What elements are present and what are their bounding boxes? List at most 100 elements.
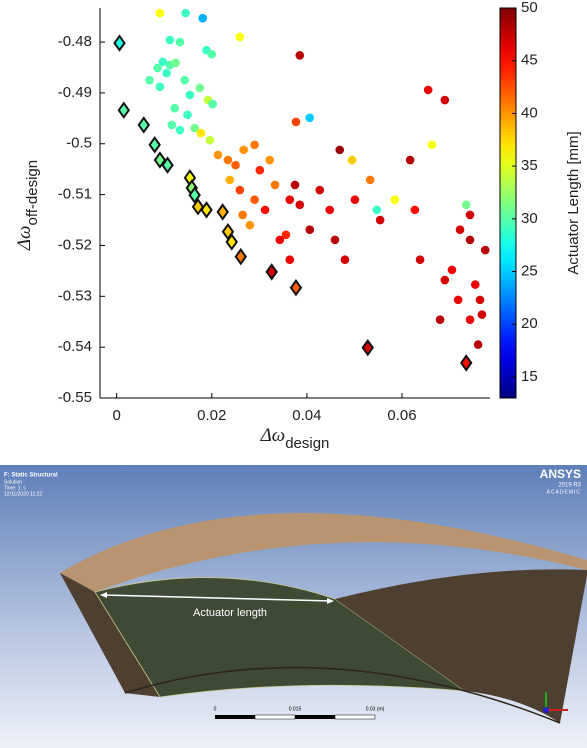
scale-label: 0.015 bbox=[289, 706, 302, 712]
colorbar-tick-label: 25 bbox=[521, 262, 538, 279]
design-point bbox=[224, 156, 233, 165]
design-point bbox=[145, 76, 154, 85]
ansys-screenshot: Actuator length F: Static Structural Sol… bbox=[0, 465, 587, 748]
x-tick-label: 0.02 bbox=[197, 407, 226, 424]
design-point bbox=[471, 280, 480, 289]
design-point bbox=[428, 140, 437, 149]
design-point bbox=[156, 9, 165, 18]
design-point bbox=[282, 230, 291, 239]
design-point bbox=[295, 200, 304, 209]
design-point bbox=[176, 38, 185, 47]
design-point bbox=[207, 50, 216, 59]
design-point bbox=[291, 181, 300, 190]
design-point bbox=[331, 236, 340, 245]
design-point bbox=[335, 146, 344, 155]
design-point bbox=[292, 118, 301, 127]
design-point bbox=[180, 76, 189, 85]
x-label-symbol: Δω bbox=[260, 425, 286, 446]
design-point bbox=[183, 110, 192, 119]
design-point bbox=[454, 296, 463, 305]
design-point bbox=[391, 195, 400, 204]
x-label-subscript: design bbox=[285, 435, 329, 452]
pareto-point bbox=[150, 138, 160, 152]
design-point bbox=[466, 315, 475, 324]
y-label-symbol: Δω bbox=[14, 226, 35, 252]
page: Δωdesign Δωoff-design Actuator Length [m… bbox=[0, 0, 587, 748]
colorbar-tick-label: 40 bbox=[521, 104, 538, 121]
chart: Δωdesign Δωoff-design Actuator Length [m… bbox=[0, 0, 587, 465]
header-line: F: Static Structural bbox=[4, 473, 58, 479]
design-point bbox=[466, 211, 475, 220]
colorbar-label: Actuator Length [mm] bbox=[565, 131, 582, 274]
pareto-point bbox=[236, 250, 246, 264]
x-tick-label: 0.04 bbox=[292, 407, 321, 424]
design-point bbox=[325, 206, 334, 215]
design-point bbox=[462, 200, 471, 209]
design-point bbox=[436, 315, 445, 324]
design-point bbox=[231, 161, 240, 170]
design-point bbox=[351, 195, 360, 204]
design-point bbox=[366, 176, 375, 185]
x-axis-label: Δωdesign bbox=[260, 425, 330, 452]
design-point bbox=[481, 246, 490, 255]
pareto-point bbox=[119, 103, 129, 117]
y-tick-label: -0.54 bbox=[58, 338, 92, 355]
colorbar bbox=[500, 8, 516, 398]
design-point bbox=[166, 36, 175, 45]
y-tick-label: -0.55 bbox=[58, 389, 92, 406]
design-point bbox=[197, 129, 206, 138]
design-point bbox=[246, 221, 255, 230]
design-point bbox=[208, 100, 217, 109]
design-point bbox=[271, 181, 280, 190]
colorbar-tick-label: 35 bbox=[521, 157, 538, 174]
scale-label: 0 bbox=[214, 706, 217, 712]
annotation: Actuator length bbox=[193, 607, 267, 619]
colorbar-tick-label: 30 bbox=[521, 210, 538, 227]
design-point bbox=[416, 255, 425, 264]
design-point bbox=[305, 114, 314, 123]
brand-name: ANSYS bbox=[540, 467, 581, 481]
pareto-point bbox=[115, 36, 125, 50]
design-point bbox=[196, 84, 205, 93]
design-point bbox=[265, 156, 274, 165]
design-point bbox=[478, 310, 487, 319]
brand-edition: ACADEMIC bbox=[547, 489, 581, 495]
design-point bbox=[305, 225, 314, 234]
pareto-point bbox=[267, 265, 277, 279]
design-point bbox=[214, 151, 223, 160]
y-tick-label: -0.53 bbox=[58, 287, 92, 304]
design-point bbox=[238, 211, 247, 220]
design-point bbox=[315, 186, 324, 195]
y-tick-label: -0.51 bbox=[58, 186, 92, 203]
design-point bbox=[181, 9, 190, 18]
y-label-subscript: off-design bbox=[24, 160, 41, 226]
y-tick-label: -0.49 bbox=[58, 84, 92, 101]
colorbar-tick-label: 50 bbox=[521, 0, 538, 16]
design-point bbox=[256, 166, 265, 175]
design-point bbox=[176, 126, 185, 135]
design-point bbox=[198, 14, 207, 23]
x-tick-label: 0.06 bbox=[387, 407, 416, 424]
design-point bbox=[250, 140, 259, 149]
pareto-point bbox=[139, 118, 149, 132]
design-point bbox=[285, 195, 294, 204]
design-point bbox=[162, 69, 171, 78]
design-point bbox=[226, 176, 235, 185]
scale-bar bbox=[215, 715, 375, 719]
design-point bbox=[171, 59, 180, 68]
design-point bbox=[239, 146, 248, 155]
design-point bbox=[424, 86, 433, 95]
design-point bbox=[236, 186, 245, 195]
pareto-point bbox=[363, 341, 373, 355]
pareto-point bbox=[461, 356, 471, 370]
design-point bbox=[474, 340, 483, 349]
design-point bbox=[295, 51, 304, 60]
design-point bbox=[261, 206, 270, 215]
design-point bbox=[448, 266, 457, 275]
colorbar-tick-label: 45 bbox=[521, 52, 538, 69]
design-point bbox=[341, 255, 350, 264]
design-point bbox=[186, 91, 195, 100]
y-tick-label: -0.48 bbox=[58, 33, 92, 50]
pareto-point bbox=[218, 205, 228, 219]
design-point bbox=[373, 206, 382, 215]
